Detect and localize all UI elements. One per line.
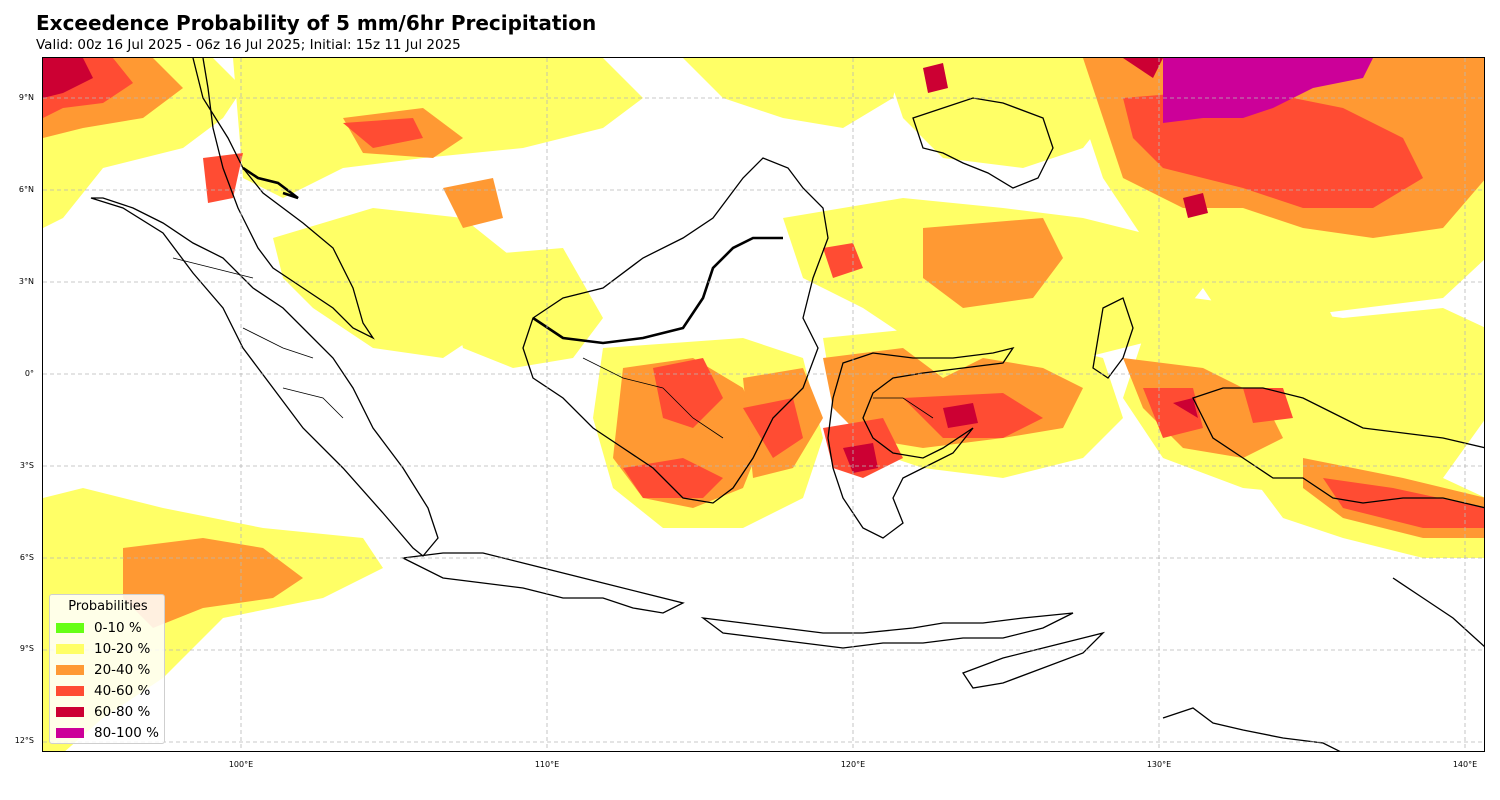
legend-item: 80-100 % [56, 724, 159, 742]
prob-blob [443, 178, 503, 228]
map-title: Exceedence Probability of 5 mm/6hr Preci… [36, 11, 597, 35]
lat-label: 6°S [19, 553, 34, 562]
legend-label: 60-80 % [94, 704, 151, 720]
prob-blob [123, 538, 303, 628]
coastlines [90, 58, 1484, 751]
lat-label: 0° [24, 369, 34, 378]
border-line [242, 166, 299, 200]
prob-blob [743, 398, 803, 458]
legend-label: 80-100 % [94, 725, 159, 741]
lat-label: 12°S [14, 736, 34, 745]
border-line [282, 387, 344, 419]
border-line [172, 257, 254, 279]
legend-item: 10-20 % [56, 640, 150, 658]
prob-blob [923, 63, 948, 93]
southern-papua-coast [1392, 577, 1484, 648]
legend-swatch [56, 665, 84, 675]
prob-80-100-layer [1163, 58, 1373, 123]
lon-label: 120°E [840, 760, 866, 769]
mindanao-coast [912, 97, 1054, 189]
prob-blob [653, 358, 723, 428]
australia-coast [1162, 707, 1341, 751]
lat-label: 3°S [19, 461, 34, 470]
legend-label: 10-20 % [94, 641, 151, 657]
border-line [873, 397, 934, 419]
papua-coast [1192, 387, 1484, 509]
border-line [662, 387, 724, 439]
border-line [582, 357, 664, 389]
legend-label: 0-10 % [94, 620, 142, 636]
lat-label: 6°N [18, 185, 34, 194]
prob-blob [1323, 478, 1484, 528]
legend-swatch [56, 707, 84, 717]
border-line [532, 236, 783, 345]
legend-swatch [56, 644, 84, 654]
legend-swatch [56, 623, 84, 633]
legend-title: Probabilities [68, 599, 148, 614]
province-borders [172, 257, 934, 439]
legend: Probabilities 0-10 % 10-20 % 20-40 % 40-… [49, 594, 165, 744]
graticule [43, 58, 1484, 751]
prob-blob [683, 58, 903, 128]
prob-blob [43, 58, 93, 98]
legend-swatch [56, 728, 84, 738]
malay-peninsula-coast [192, 58, 375, 340]
prob-blob [1163, 58, 1373, 123]
lon-label: 100°E [228, 760, 254, 769]
lesser-sunda-coast [700, 612, 1074, 649]
borneo-coast [522, 157, 829, 504]
prob-blob [203, 153, 243, 203]
lon-label: 110°E [534, 760, 560, 769]
prob-blob [943, 403, 978, 428]
lat-label: 3°N [18, 277, 34, 286]
map-panel [42, 57, 1485, 752]
prob-60-80-layer [43, 58, 1208, 473]
prob-blob [1123, 358, 1283, 458]
legend-item: 40-60 % [56, 682, 150, 700]
lon-label: 130°E [1146, 760, 1172, 769]
border-line [242, 327, 314, 359]
legend-item: 60-80 % [56, 703, 150, 721]
map-canvas [43, 58, 1484, 751]
halmahera-coast [1092, 297, 1134, 379]
sumatra-coast [90, 197, 439, 557]
prob-blob [1203, 278, 1343, 358]
java-coast [400, 552, 685, 614]
legend-item: 20-40 % [56, 661, 150, 679]
prob-blob [843, 443, 878, 473]
legend-item: 0-10 % [56, 619, 142, 637]
legend-label: 40-60 % [94, 683, 151, 699]
timor-coast [962, 631, 1106, 689]
legend-label: 20-40 % [94, 662, 151, 678]
prob-blob [343, 118, 423, 148]
map-subtitle: Valid: 00z 16 Jul 2025 - 06z 16 Jul 2025… [36, 37, 461, 53]
lat-label: 9°S [19, 644, 34, 653]
sulawesi-coast [827, 346, 1015, 539]
prob-blob [1123, 58, 1163, 78]
national-borders [242, 166, 783, 345]
prob-blob [1243, 388, 1293, 423]
lat-label: 9°N [18, 93, 34, 102]
lon-label: 140°E [1452, 760, 1478, 769]
prob-blob [623, 458, 723, 498]
prob-blob [1183, 193, 1208, 218]
legend-swatch [56, 686, 84, 696]
prob-blob [273, 208, 513, 358]
prob-blob [923, 218, 1063, 308]
prob-blob [1173, 398, 1198, 418]
